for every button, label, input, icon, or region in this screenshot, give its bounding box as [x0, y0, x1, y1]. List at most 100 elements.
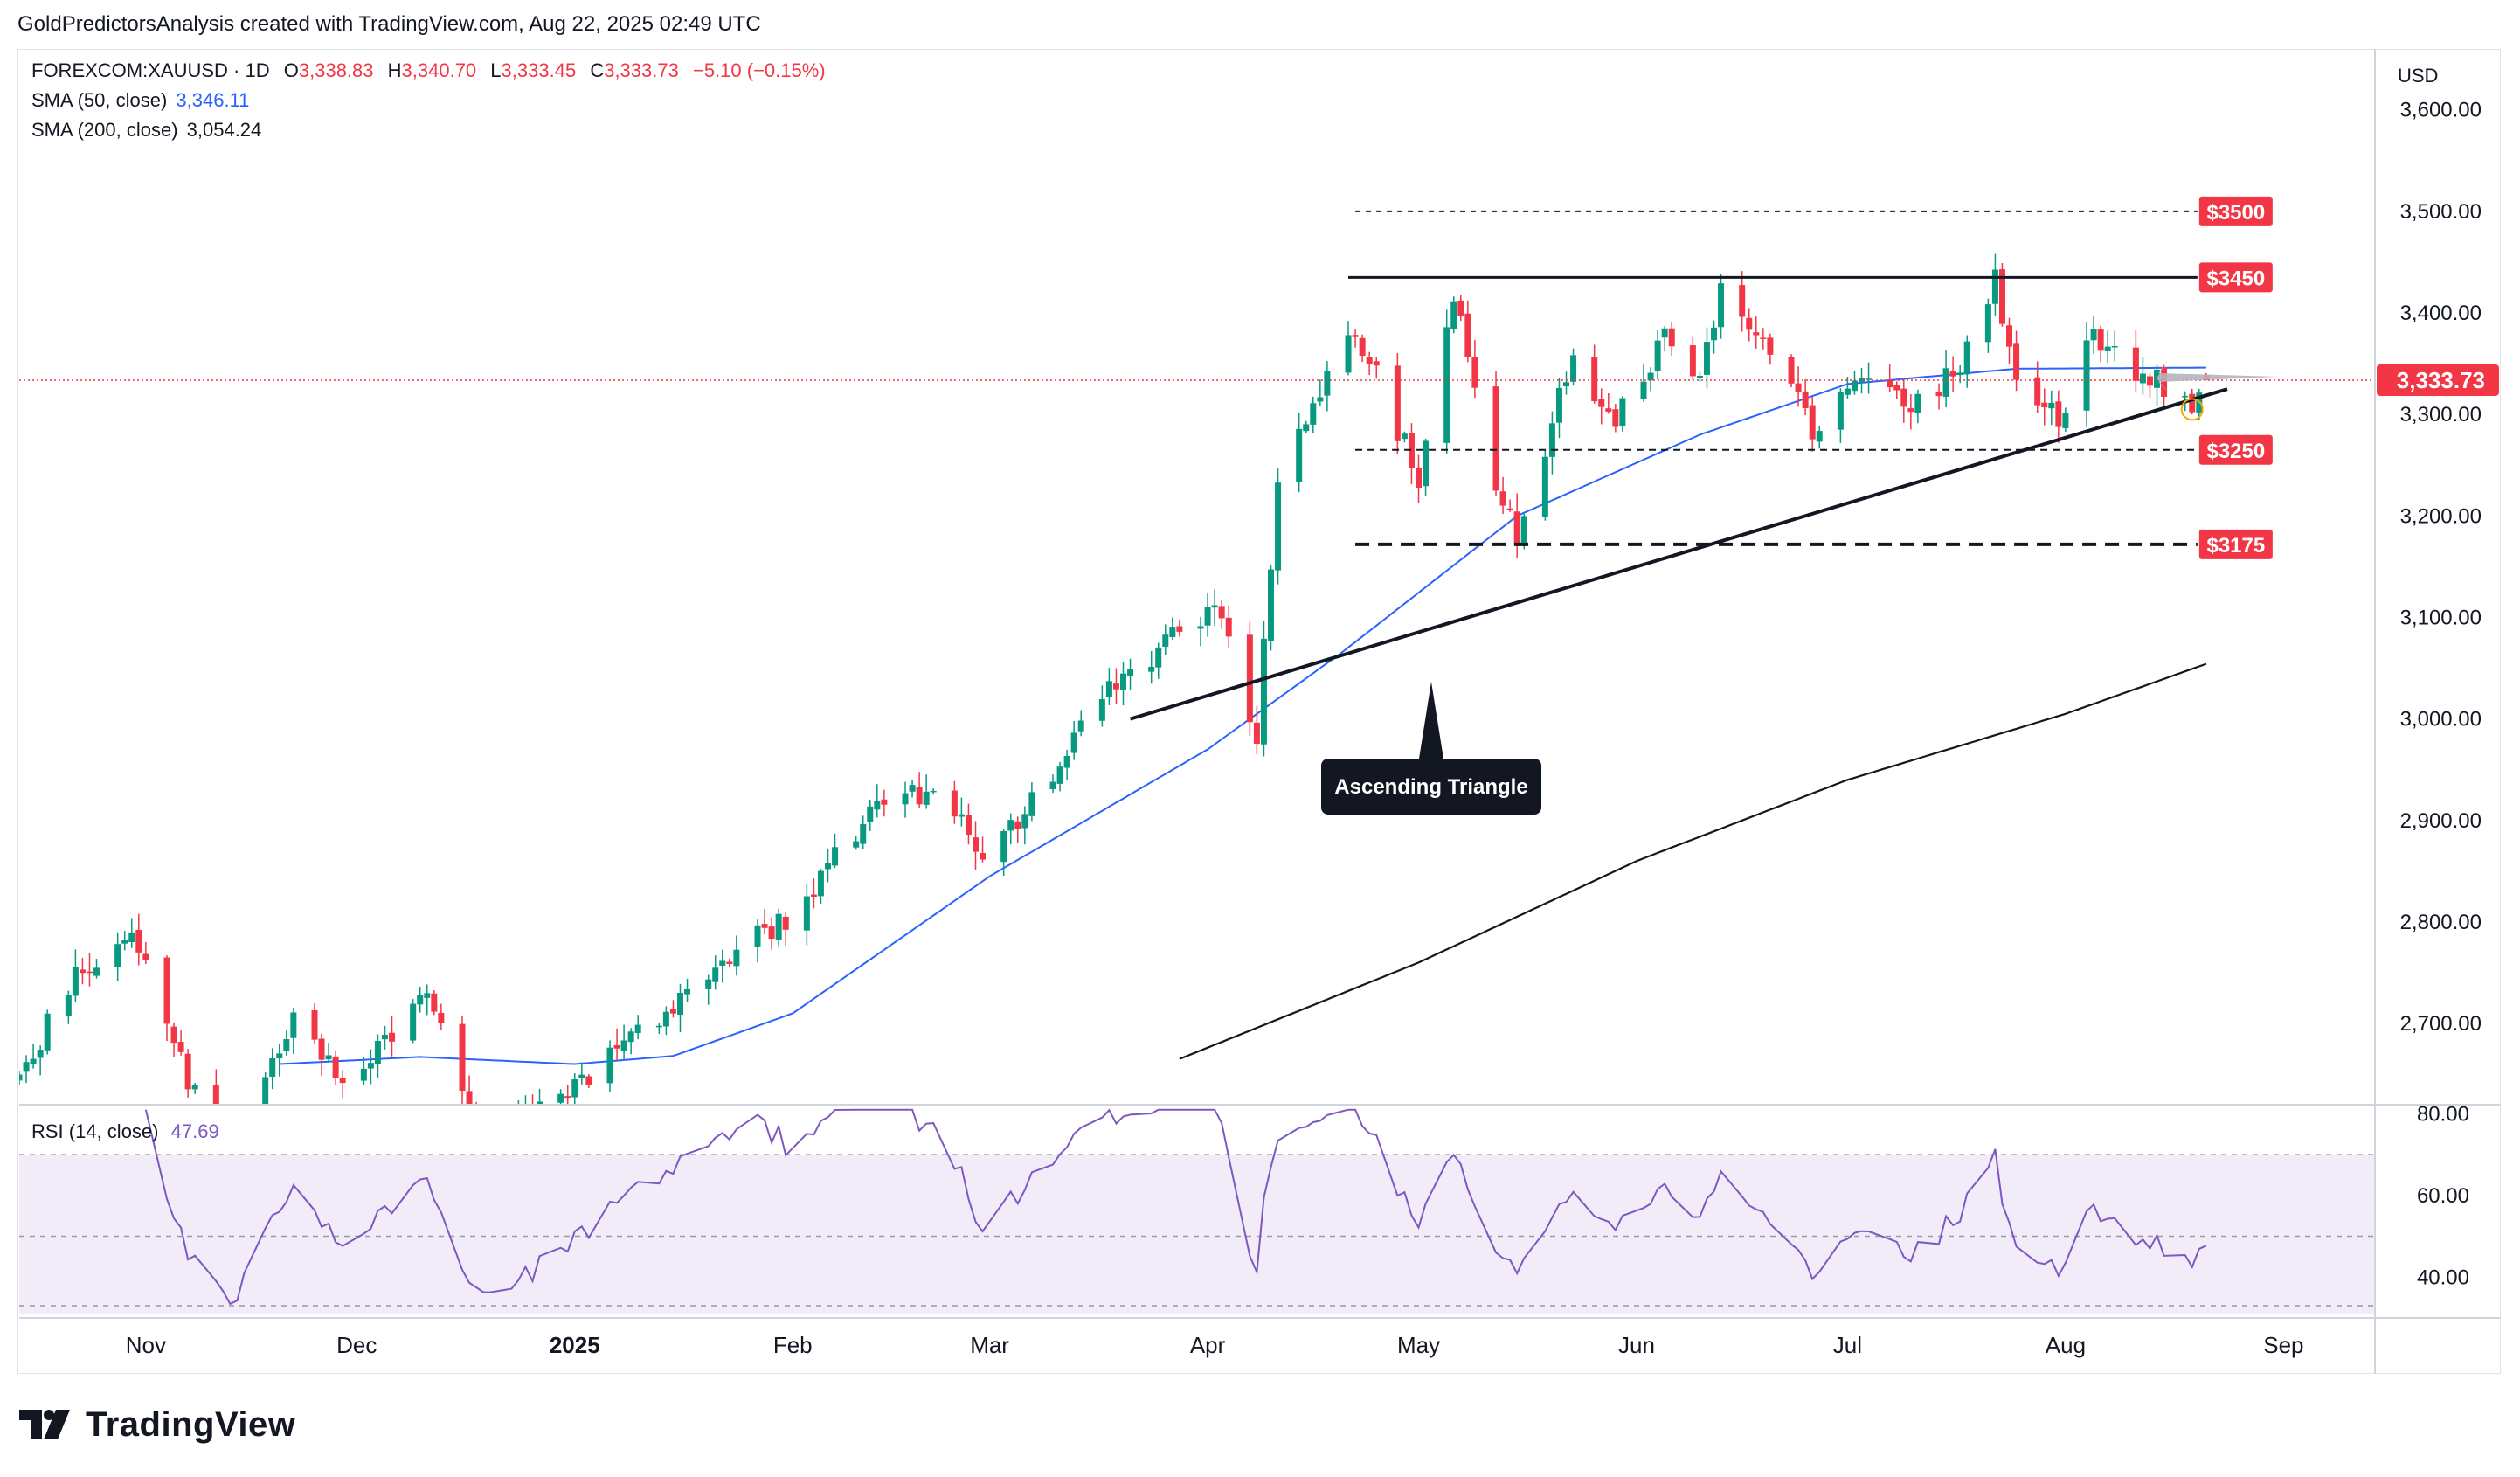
candle-body [1591, 356, 1598, 402]
candle-body [1548, 423, 1555, 457]
candle-up [1021, 806, 1028, 845]
candle-down [1499, 476, 1506, 514]
candle-body [1021, 814, 1028, 829]
candle-down [1767, 333, 1774, 365]
candle-up [1105, 668, 1112, 705]
candle-down [163, 955, 170, 1042]
candle-body [1689, 345, 1696, 377]
candle-up [269, 1048, 276, 1090]
candle-body [761, 924, 768, 928]
ascending-trendline [1129, 387, 2228, 721]
candle-body [410, 1003, 417, 1041]
candle-up [1963, 335, 1970, 388]
candle-down [810, 878, 817, 909]
candle-body [290, 1012, 297, 1038]
sma50-legend[interactable]: SMA (50, close) 3,346.11 [31, 89, 249, 112]
candle-up [2139, 357, 2146, 395]
candle-body [782, 916, 789, 930]
candle-body [930, 790, 937, 793]
candle-body [1963, 341, 1970, 375]
candle-body [1513, 511, 1520, 546]
candle-body [1506, 508, 1513, 510]
candle-body [1105, 681, 1112, 697]
candle-up [930, 788, 937, 795]
candle-up [1260, 621, 1267, 757]
candle-down [1394, 352, 1401, 455]
candle-body [2132, 347, 2139, 381]
candle-body [474, 1113, 480, 1119]
candle-down [135, 913, 142, 966]
candle-up [1296, 412, 1303, 493]
candle-body [1260, 638, 1267, 745]
sma200-legend[interactable]: SMA (200, close) 3,054.24 [31, 119, 261, 142]
time-tick-label: Jul [1833, 1332, 1862, 1358]
candle-body [1753, 332, 1760, 336]
candle-down [2132, 329, 2139, 392]
tradingview-logo[interactable]: TradingView [19, 1405, 295, 1444]
candle-up [719, 949, 726, 983]
candle-body [980, 853, 987, 860]
candle-down [980, 836, 987, 863]
rsi-band [19, 1155, 2375, 1314]
candle-body [810, 894, 817, 897]
candle-up [1056, 761, 1063, 792]
rsi-label: RSI (14, close) [31, 1120, 159, 1142]
candle-body [1423, 440, 1430, 487]
candle-down [1605, 392, 1612, 414]
candle-body [2139, 373, 2146, 384]
candle-down [1802, 378, 1809, 416]
candle-body [1352, 335, 1359, 337]
candle-down [916, 772, 923, 808]
candle-down [1014, 816, 1021, 843]
candle-up [1661, 326, 1668, 352]
callout-label: Ascending Triangle [1334, 775, 1527, 799]
candle-body [1176, 626, 1183, 632]
candle-body [1654, 340, 1661, 371]
candle-body [951, 790, 958, 817]
price-tick-label: 2,700.00 [2400, 1012, 2482, 1036]
candle-body [1788, 357, 1795, 384]
candle-down [1612, 404, 1619, 433]
candle-up [1443, 309, 1450, 454]
candle-up [705, 974, 712, 1005]
candle-body [620, 1040, 627, 1051]
candle-down [2034, 361, 2041, 413]
candle-up [1000, 829, 1007, 876]
candle-body [1218, 606, 1225, 619]
candle-body [564, 1096, 571, 1099]
time-tick-label: Feb [773, 1332, 813, 1358]
candle-body [19, 1074, 23, 1081]
candle-down [2055, 390, 2062, 443]
candle-body [1148, 666, 1155, 672]
candle-body [712, 967, 719, 982]
candle-up [1647, 367, 1654, 392]
candle-up [374, 1034, 381, 1078]
candle-body [1935, 392, 1942, 397]
candle-up [44, 1009, 51, 1055]
candle-up [874, 784, 881, 818]
candle-up [1816, 426, 1823, 449]
candle-body [1443, 327, 1450, 443]
sma200-label: SMA (200, close) [31, 119, 178, 141]
candle-down [1907, 394, 1914, 430]
candle-body [1866, 378, 1873, 380]
candle-up [262, 1071, 269, 1105]
candle-down [86, 953, 93, 987]
candle-body [775, 913, 782, 940]
candle-up [23, 1055, 30, 1084]
candle-up [1119, 662, 1126, 706]
sma50-line [279, 366, 2206, 1065]
candle-up [627, 1028, 634, 1055]
candle-up [1169, 617, 1176, 640]
candle-body [965, 815, 972, 835]
candle-up [1541, 450, 1548, 521]
candle-body [2097, 329, 2104, 351]
candle-body [1956, 372, 1963, 375]
candle-down [1506, 499, 1513, 512]
candle-down [184, 1049, 191, 1098]
rsi-legend[interactable]: RSI (14, close) 47.69 [31, 1120, 219, 1143]
chart-caption: GoldPredictorsAnalysis created with Trad… [17, 12, 761, 36]
candle-body [1162, 634, 1169, 648]
candle-body [381, 1034, 388, 1040]
